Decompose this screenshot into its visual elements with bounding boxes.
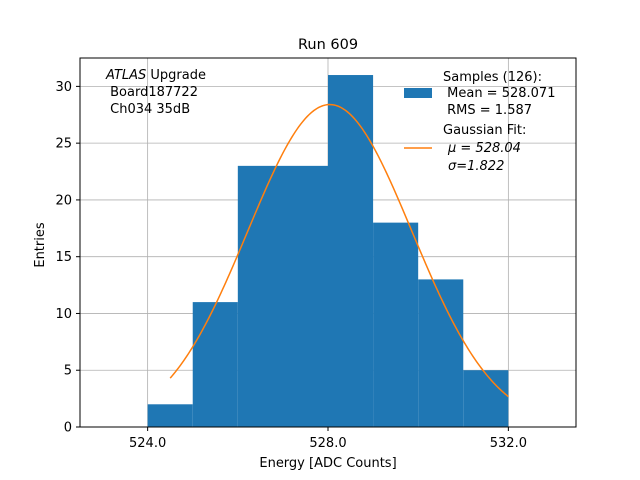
legend-rms-text: RMS = 1.587 bbox=[443, 103, 532, 118]
x-tick-label: 528.0 bbox=[309, 436, 346, 451]
y-tick-label: 10 bbox=[55, 307, 72, 322]
legend: Samples (126): Mean = 528.071 RMS = 1.58… bbox=[404, 70, 555, 174]
x-axis-label: Energy [ADC Counts] bbox=[259, 456, 396, 471]
gaussian-fit-curve-group bbox=[169, 103, 509, 398]
histogram-bar bbox=[147, 404, 193, 427]
legend-sigma-text: σ=1.822 bbox=[448, 159, 504, 174]
x-tick-label: 532.0 bbox=[490, 436, 527, 451]
channel-text: Ch034 35dB bbox=[106, 102, 190, 117]
legend-mean-text: Mean = 528.071 bbox=[443, 86, 555, 101]
legend-samples-text: Samples (126): bbox=[443, 70, 542, 85]
x-axis-ticks: 524.0 528.0 532.0 bbox=[129, 427, 527, 451]
y-axis-ticks: 0 5 10 15 20 25 30 bbox=[55, 80, 80, 436]
board-text: Board187722 bbox=[106, 85, 198, 100]
y-tick-label: 25 bbox=[55, 137, 72, 152]
y-tick-label: 30 bbox=[55, 80, 72, 95]
histogram-bar bbox=[237, 165, 328, 427]
atlas-annotation: ATLAS Upgrade Board187722 Ch034 35dB bbox=[105, 68, 206, 117]
legend-histogram-swatch bbox=[404, 88, 432, 98]
histogram-bar bbox=[373, 222, 419, 427]
y-tick-label: 20 bbox=[55, 193, 72, 208]
atlas-upgrade-text: Upgrade bbox=[146, 68, 206, 83]
y-tick-label: 5 bbox=[64, 364, 72, 379]
histogram-bar bbox=[328, 75, 374, 428]
x-tick-label: 524.0 bbox=[129, 436, 166, 451]
histogram-bar bbox=[418, 279, 464, 427]
histogram-bars bbox=[147, 75, 509, 428]
y-tick-label: 15 bbox=[55, 250, 72, 265]
gaussian-fit-line bbox=[169, 103, 509, 398]
y-tick-label: 0 bbox=[64, 421, 72, 436]
histogram-bar bbox=[463, 370, 509, 427]
svg-text:ATLAS Upgrade: ATLAS Upgrade bbox=[105, 68, 206, 83]
histogram-bar bbox=[192, 302, 238, 427]
legend-mu-text: μ = 528.04 bbox=[447, 141, 521, 156]
legend-fit-title-text: Gaussian Fit: bbox=[443, 123, 526, 138]
y-axis-label: Entries bbox=[33, 222, 48, 268]
chart-title: Run 609 bbox=[298, 37, 358, 53]
atlas-italic-text: ATLAS bbox=[105, 68, 146, 83]
